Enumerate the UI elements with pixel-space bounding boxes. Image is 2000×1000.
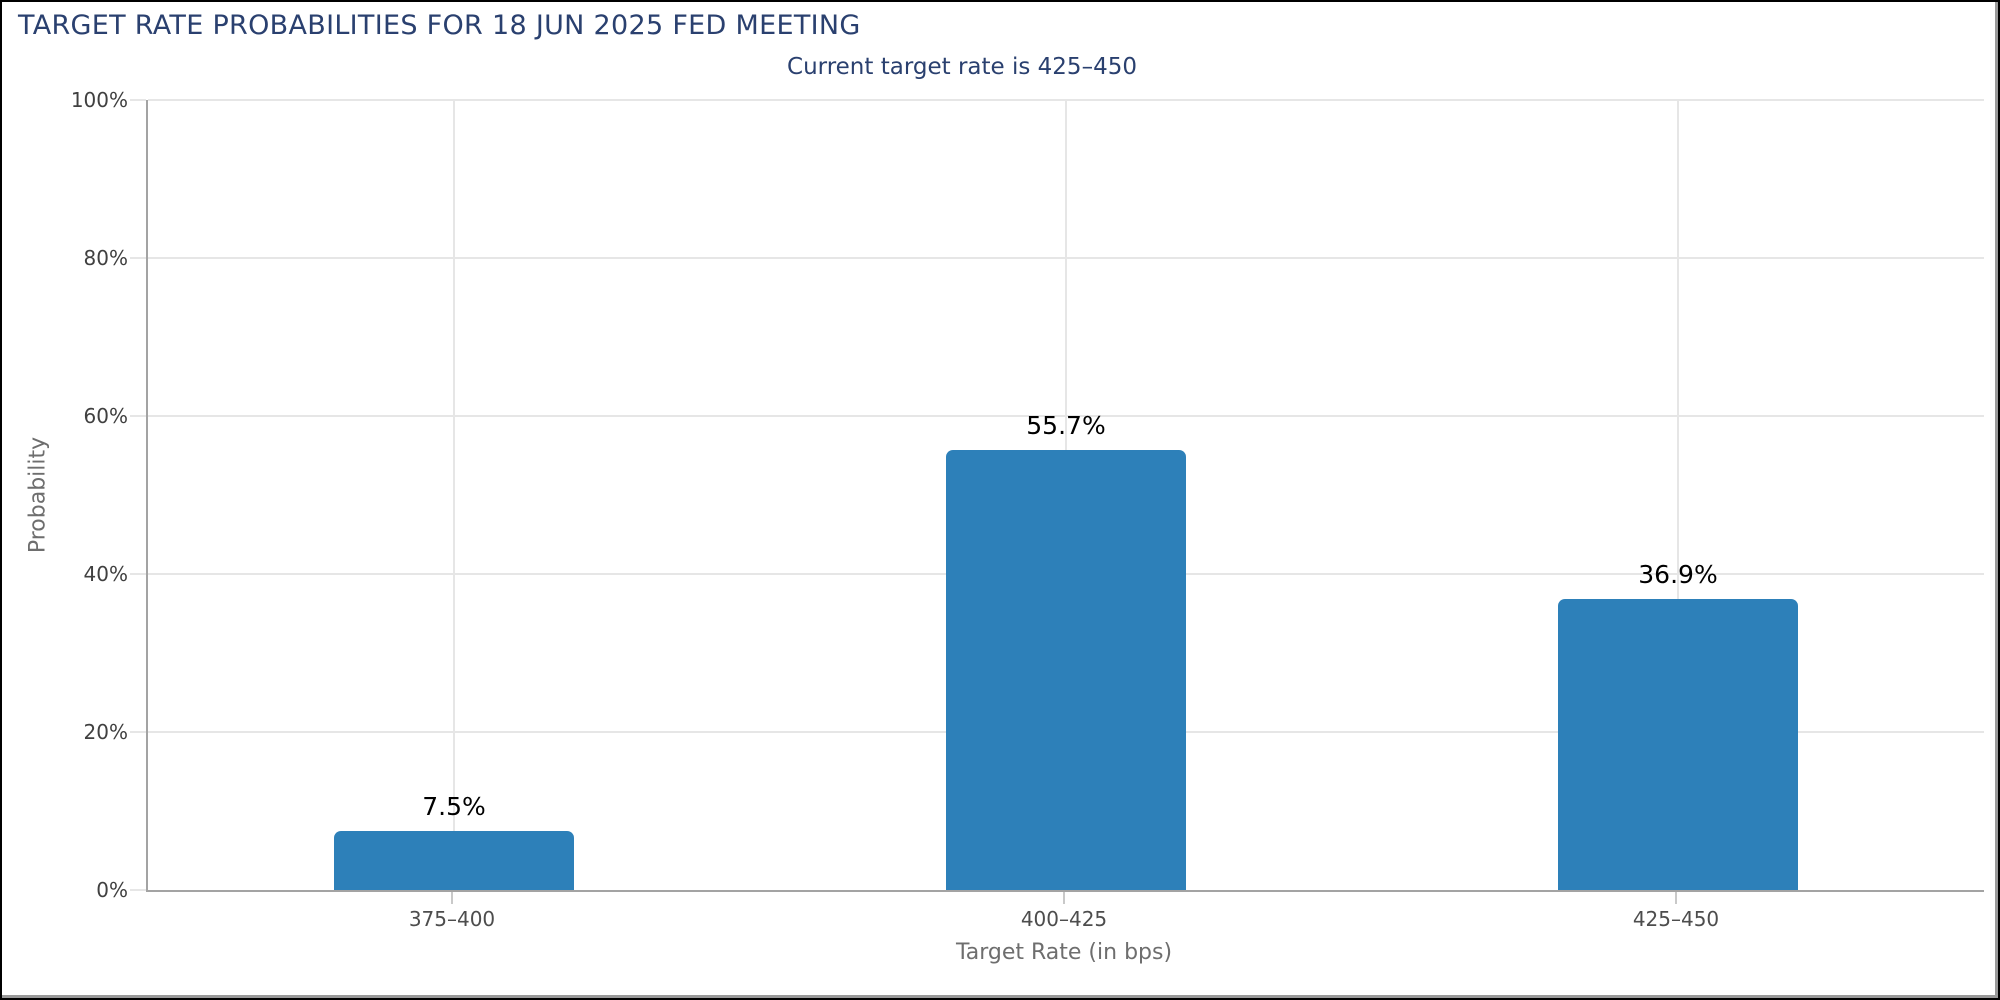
- bar-value-label: 55.7%: [1026, 410, 1106, 440]
- x-axis-category-label: 425–450: [1632, 907, 1720, 931]
- bar-425-450[interactable]: [1558, 598, 1798, 890]
- y-axis-tick: [130, 573, 146, 575]
- y-axis-tick-label: 0%: [96, 878, 128, 902]
- y-axis-tick-label: 60%: [83, 404, 128, 428]
- x-axis-tick: [1675, 892, 1677, 904]
- chart-subtitle: Current target rate is 425–450: [787, 54, 1137, 80]
- bar-375-400[interactable]: [334, 830, 574, 890]
- y-axis-tick: [130, 731, 146, 733]
- plot-area: 7.5% 55.7% 36.9%: [146, 99, 1984, 892]
- bar-value-label: 7.5%: [422, 791, 486, 821]
- y-axis-tick: [130, 99, 146, 101]
- y-axis-tick-label: 80%: [83, 246, 128, 270]
- y-axis-title: Probability: [25, 436, 51, 554]
- y-axis-tick-label: 100%: [70, 88, 128, 112]
- vertical-gridline: [1677, 100, 1679, 890]
- x-axis-tick: [1063, 892, 1065, 904]
- y-axis-tick: [130, 257, 146, 259]
- x-axis-title: Target Rate (in bps): [955, 940, 1173, 965]
- x-axis-category-label: 400–425: [1020, 907, 1108, 931]
- y-axis-tick-label: 40%: [83, 562, 128, 586]
- bar-value-label: 36.9%: [1638, 559, 1718, 589]
- x-axis-category-label: 375–400: [408, 907, 496, 931]
- chart-title: TARGET RATE PROBABILITIES FOR 18 JUN 202…: [18, 10, 861, 41]
- vertical-gridline: [453, 100, 455, 890]
- y-axis-tick-label: 20%: [83, 720, 128, 744]
- y-axis-tick: [130, 889, 146, 891]
- x-axis-tick: [451, 892, 453, 904]
- y-axis-tick: [130, 415, 146, 417]
- bar-400-425[interactable]: [946, 449, 1186, 890]
